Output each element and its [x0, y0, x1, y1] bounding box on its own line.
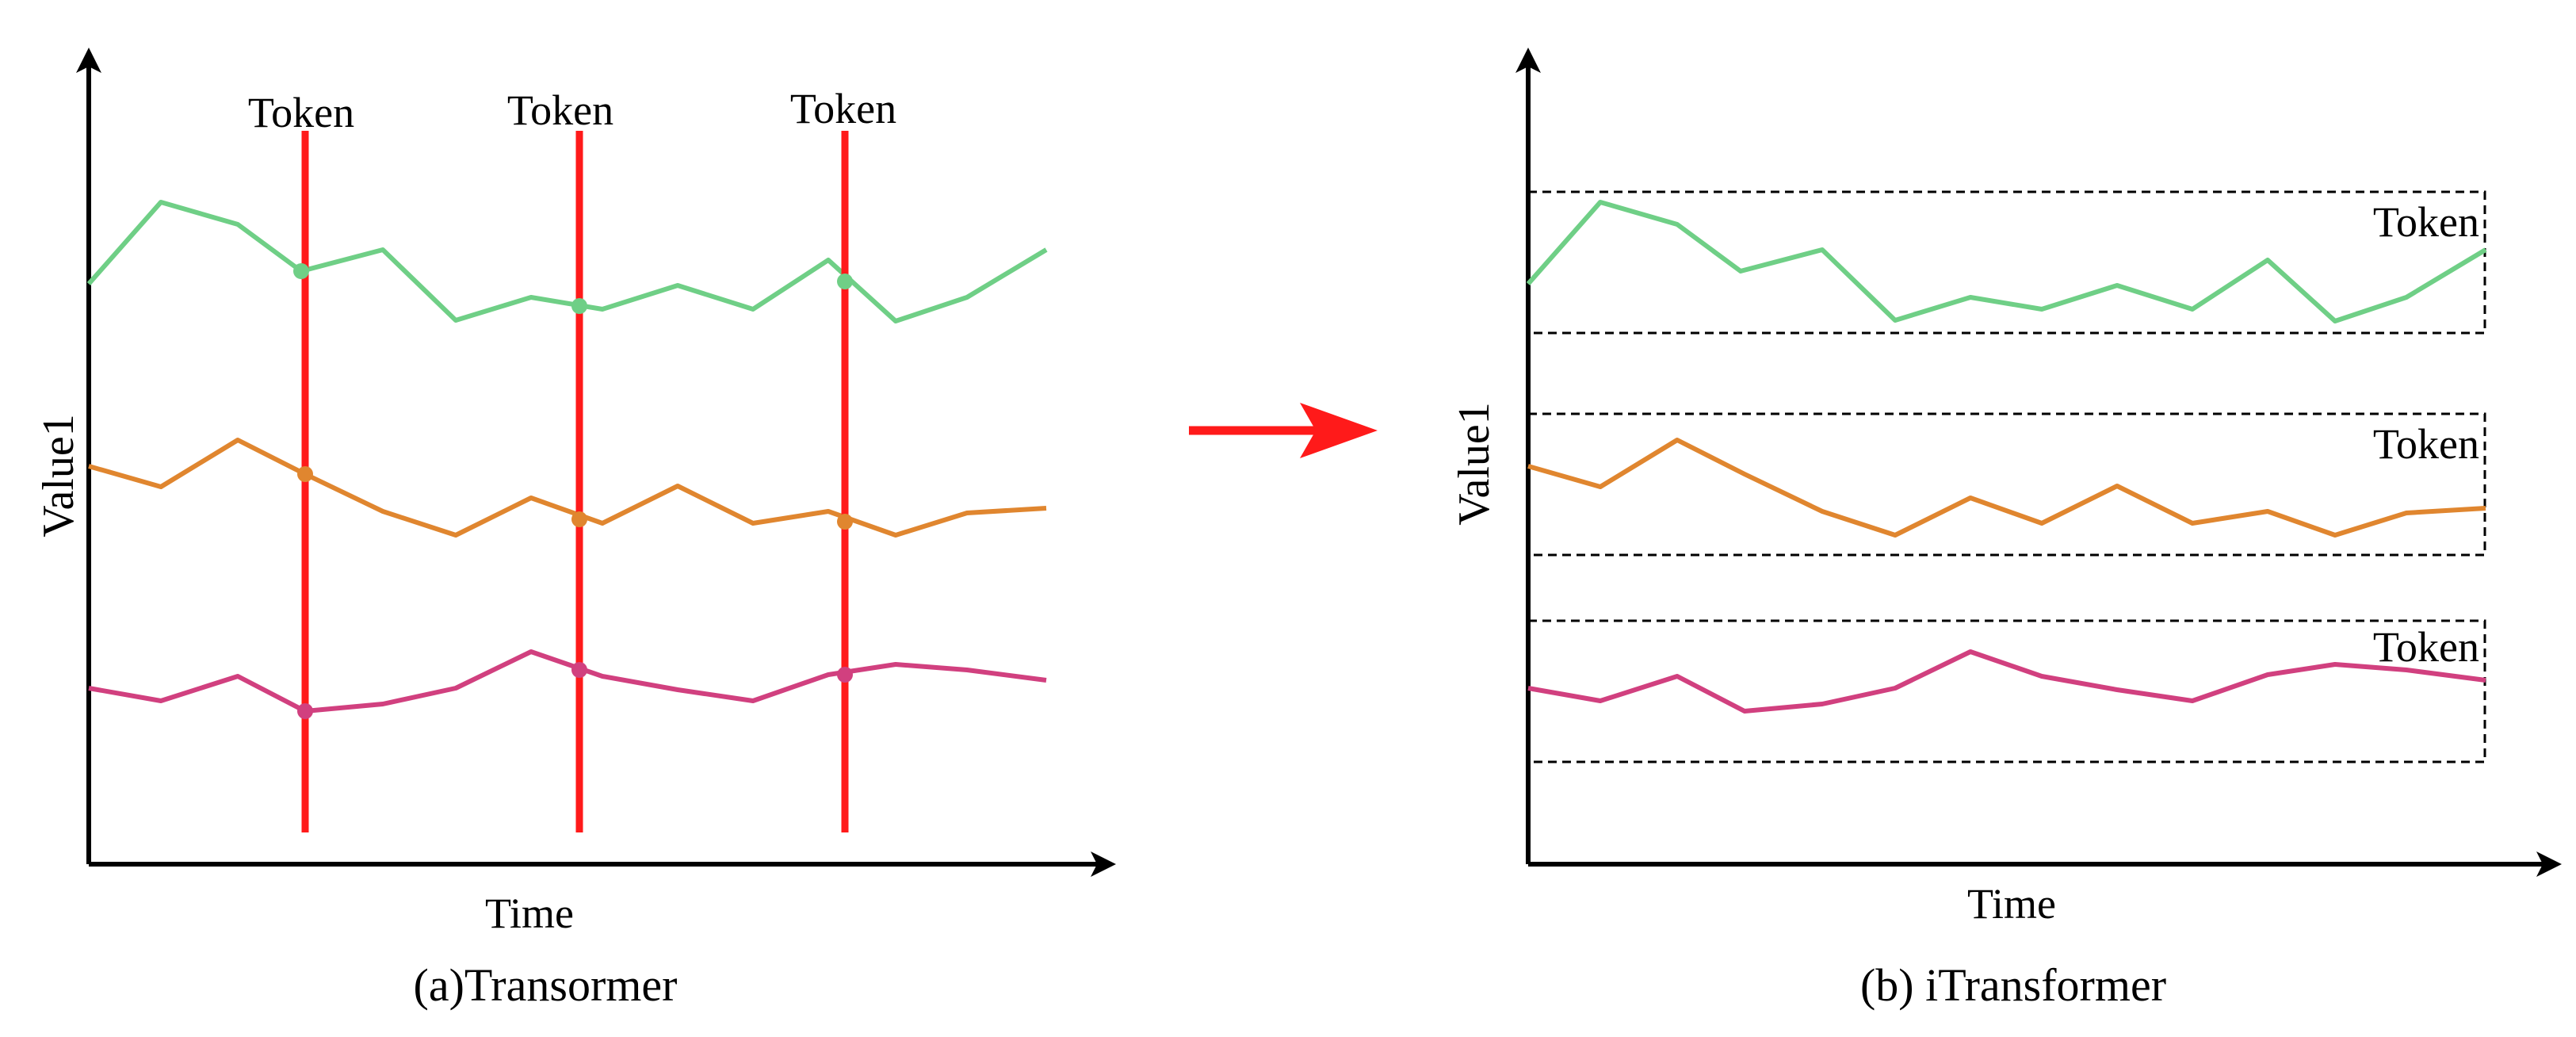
y-axis-label-b: Value1 — [1450, 402, 1499, 526]
token-intersection-dots — [293, 263, 853, 719]
intersection-dot — [837, 274, 853, 289]
token-label-b-3: Token — [2373, 623, 2479, 671]
series-line-orange-a — [88, 438, 1047, 538]
series-line-orange-b — [1527, 438, 2486, 538]
intersection-dot — [297, 703, 313, 719]
transform-arrow — [1189, 403, 1378, 458]
y-axis-arrowhead-b — [1515, 48, 1541, 73]
x-axis-label-b: Time — [1967, 880, 2056, 928]
intersection-dot — [571, 662, 587, 678]
panel-b: Token Token Token Value1 Time (b) iTrans… — [1450, 48, 2562, 1011]
series-line-magenta-b — [1527, 649, 2486, 714]
token-box-green — [1527, 190, 2486, 335]
token-label-b-1: Token — [2373, 198, 2479, 246]
intersection-dot — [571, 511, 587, 527]
caption-b: (b) iTransformer — [1860, 959, 2166, 1011]
x-axis-arrowhead-b — [2536, 851, 2562, 877]
panel-a: Token Token Token Value1 Time (a)Transor… — [34, 48, 1116, 1011]
token-label-a-2: Token — [507, 86, 613, 134]
transform-arrow-head — [1300, 403, 1378, 458]
intersection-dot — [571, 298, 587, 314]
series-line-green-a — [86, 200, 1048, 323]
series-line-magenta-a — [88, 649, 1047, 714]
caption-a: (a)Transormer — [414, 959, 678, 1011]
intersection-dot — [293, 263, 309, 279]
x-axis-arrowhead-a — [1091, 851, 1116, 877]
token-label-a-3: Token — [790, 85, 896, 132]
token-box-orange — [1527, 412, 2486, 557]
y-axis-label-a: Value1 — [34, 414, 83, 538]
series-line-green-b — [1526, 200, 2487, 323]
token-label-a-1: Token — [248, 89, 354, 136]
token-box-magenta — [1527, 619, 2486, 763]
intersection-dot — [297, 466, 313, 482]
token-label-b-2: Token — [2373, 420, 2479, 468]
intersection-dot — [837, 514, 853, 530]
y-axis-arrowhead-a — [76, 48, 101, 73]
x-axis-label-a: Time — [485, 890, 574, 937]
intersection-dot — [837, 667, 853, 683]
